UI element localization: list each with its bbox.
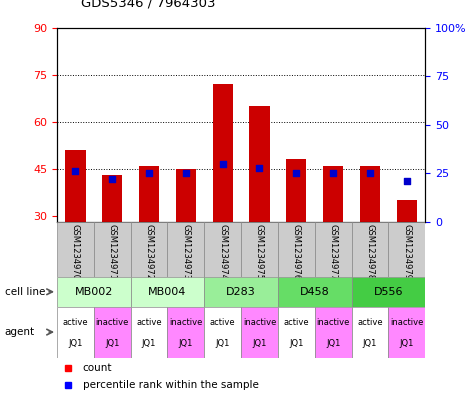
Bar [131, 222, 167, 277]
Text: GSM1234976: GSM1234976 [292, 224, 301, 280]
Bar [131, 277, 204, 307]
Text: JQ1: JQ1 [399, 339, 414, 348]
Text: inactive: inactive [243, 318, 276, 327]
Bar [204, 277, 278, 307]
Text: MB002: MB002 [75, 287, 113, 297]
Text: GSM1234972: GSM1234972 [144, 224, 153, 280]
Text: GSM1234970: GSM1234970 [71, 224, 80, 280]
Bar [278, 307, 314, 358]
Bar [167, 307, 204, 358]
Bar [139, 165, 159, 222]
Text: inactive: inactive [169, 318, 202, 327]
Text: JQ1: JQ1 [105, 339, 119, 348]
Text: D283: D283 [226, 287, 256, 297]
Text: GSM1234978: GSM1234978 [365, 224, 374, 280]
Bar [57, 222, 94, 277]
Bar [352, 277, 425, 307]
Bar [314, 222, 352, 277]
Point [293, 170, 300, 176]
Text: active: active [63, 318, 88, 327]
Point [329, 170, 337, 176]
Bar [278, 222, 314, 277]
Bar [314, 307, 352, 358]
Bar [352, 222, 389, 277]
Point [403, 178, 410, 184]
Bar [389, 222, 425, 277]
Bar [249, 106, 270, 222]
Text: JQ1: JQ1 [326, 339, 340, 348]
Bar [323, 165, 343, 222]
Text: JQ1: JQ1 [363, 339, 377, 348]
Text: inactive: inactive [316, 318, 350, 327]
Text: JQ1: JQ1 [68, 339, 83, 348]
Text: active: active [284, 318, 309, 327]
Text: GSM1234974: GSM1234974 [218, 224, 227, 280]
Bar [389, 307, 425, 358]
Text: GSM1234975: GSM1234975 [255, 224, 264, 280]
Point [108, 176, 116, 182]
Text: active: active [136, 318, 162, 327]
Text: GSM1234971: GSM1234971 [108, 224, 117, 280]
Bar [176, 169, 196, 222]
Text: count: count [83, 362, 112, 373]
Text: GDS5346 / 7964303: GDS5346 / 7964303 [81, 0, 215, 10]
Bar [167, 222, 204, 277]
Point [145, 170, 153, 176]
Bar [360, 165, 380, 222]
Bar [212, 84, 233, 222]
Text: D458: D458 [300, 287, 330, 297]
Text: JQ1: JQ1 [216, 339, 230, 348]
Bar [278, 277, 352, 307]
Bar [102, 175, 123, 222]
Bar [397, 200, 417, 222]
Bar [94, 222, 131, 277]
Text: MB004: MB004 [148, 287, 187, 297]
Bar [57, 277, 131, 307]
Text: active: active [357, 318, 383, 327]
Bar [204, 222, 241, 277]
Text: JQ1: JQ1 [289, 339, 304, 348]
Text: percentile rank within the sample: percentile rank within the sample [83, 380, 259, 390]
Text: JQ1: JQ1 [142, 339, 156, 348]
Text: GSM1234979: GSM1234979 [402, 224, 411, 280]
Text: JQ1: JQ1 [179, 339, 193, 348]
Bar [65, 150, 86, 222]
Bar [241, 307, 278, 358]
Text: active: active [210, 318, 236, 327]
Text: D556: D556 [373, 287, 403, 297]
Bar [94, 307, 131, 358]
Text: JQ1: JQ1 [252, 339, 266, 348]
Point [72, 168, 79, 174]
Point [256, 164, 263, 171]
Text: inactive: inactive [390, 318, 423, 327]
Bar [204, 307, 241, 358]
Bar [57, 307, 94, 358]
Text: agent: agent [5, 327, 35, 337]
Text: inactive: inactive [95, 318, 129, 327]
Bar [241, 222, 278, 277]
Bar [131, 307, 167, 358]
Point [219, 160, 227, 167]
Bar [352, 307, 389, 358]
Point [366, 170, 374, 176]
Point [182, 170, 190, 176]
Text: cell line: cell line [5, 287, 45, 297]
Bar [286, 159, 306, 222]
Text: GSM1234973: GSM1234973 [181, 224, 190, 280]
Text: GSM1234977: GSM1234977 [329, 224, 338, 280]
